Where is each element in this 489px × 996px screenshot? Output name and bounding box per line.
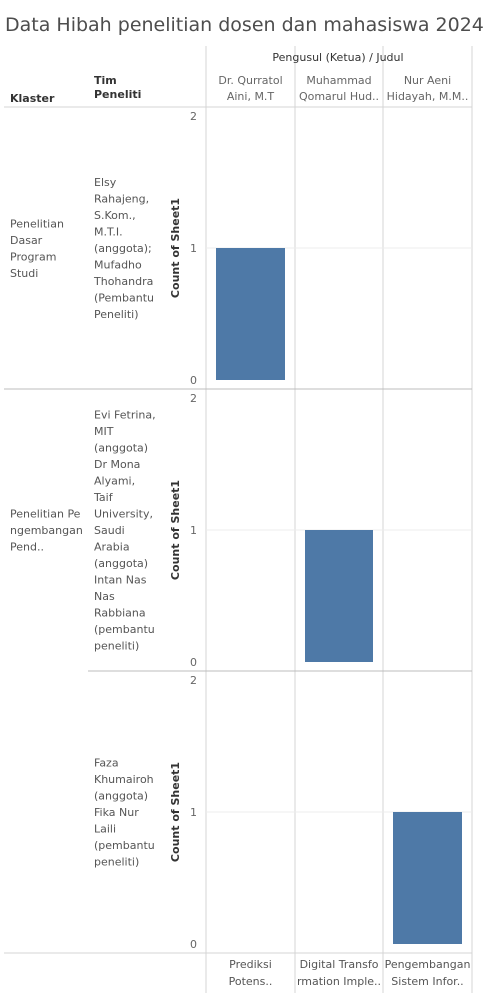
klaster-label: Penelitian Pe ngembangan Pend.. [10,508,83,554]
column-header-pengusul: Nur Aeni Hidayah, M.M.. [387,74,469,103]
column-group-header: Pengusul (Ketua) / Judul [272,51,403,64]
column-header-pengusul: Muhammad Qomarul Hud.. [299,74,379,103]
y-tick-label: 0 [190,374,197,387]
bar [305,530,373,662]
y-tick-label: 2 [190,110,197,123]
y-axis-label: Count of Sheet1 [169,762,182,862]
y-tick-label: 2 [190,674,197,687]
y-tick-label: 2 [190,392,197,405]
bar [393,812,462,944]
chart-title: Data Hibah penelitian dosen dan mahasisw… [5,14,484,36]
klaster-label: Penelitian Dasar Program Studi [10,217,64,280]
y-tick-label: 0 [190,656,197,669]
y-tick-label: 1 [190,806,197,819]
bar [216,248,285,380]
y-tick-label: 0 [190,938,197,951]
y-tick-label: 1 [190,242,197,255]
column-header-pengusul: Dr. Qurratol Aini, M.T [218,74,282,103]
y-axis-label: Count of Sheet1 [169,480,182,580]
y-axis-label: Count of Sheet1 [169,198,182,298]
column-footer-judul: Digital Transfo rmation Imple.. [297,958,381,988]
text-layer: Data Hibah penelitian dosen dan mahasisw… [5,14,484,988]
y-tick-label: 1 [190,524,197,537]
tim-peneliti-label: Evi Fetrina, MIT (anggota) Dr Mona Alyami, Ta… [93,409,156,653]
row-header-tim: Tim Peneliti [94,74,141,101]
bar-layer [216,248,462,944]
tim-peneliti-label: Elsy Rahajeng, S.Kom., M.T.I. (anggota); Mufa… [93,176,154,321]
column-footer-judul: Prediksi Potens.. [229,958,273,988]
tim-peneliti-label: Faza Khumairoh (anggota) Fika Nur Laili (pemb… [94,757,155,869]
column-footer-judul: Pengembangan Sistem Infor.. [385,958,471,988]
grid-layer [4,46,473,993]
row-header-klaster: Klaster [10,92,55,105]
